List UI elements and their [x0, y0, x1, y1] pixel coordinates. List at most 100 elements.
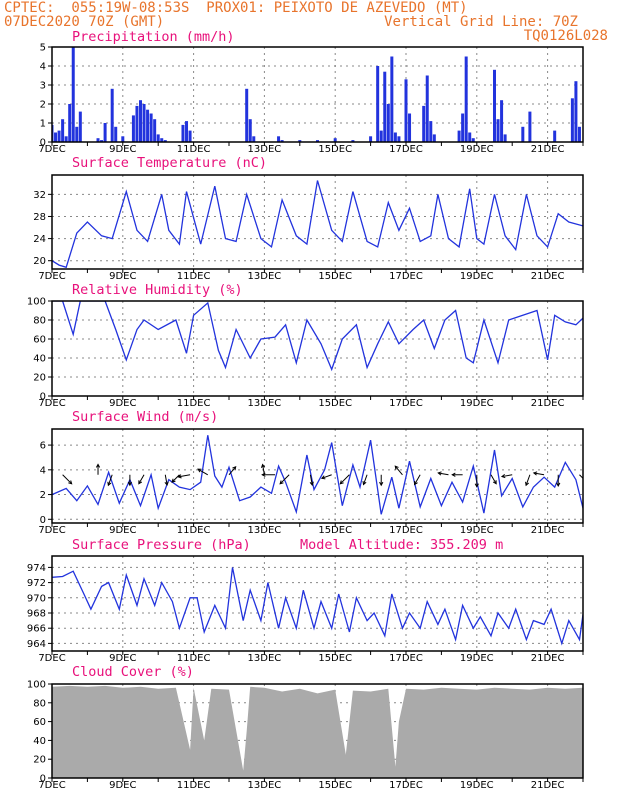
panel-4: 7DEC 9DEC 11DEC 13DEC 15DEC 17DEC 19DEC 21DEC 96…	[27, 555, 584, 664]
panel-5: 7DEC 9DEC 11DEC 13DEC 15DEC 17DEC 19DEC 21DEC 0 2…	[27, 680, 584, 791]
wind-arrow-shaft	[178, 474, 191, 478]
wind-arrow-shaft	[138, 474, 145, 485]
precip-bar	[351, 140, 355, 142]
x-tick-label: 11DEC	[177, 144, 211, 155]
panel-frame	[51, 555, 584, 652]
wind-arrow-shaft	[171, 474, 180, 483]
x-tick-label: 9DEC	[109, 398, 136, 409]
x-tick-label: 7DEC	[38, 271, 65, 282]
precip-bar	[457, 130, 461, 142]
x-tick-label: 7DEC	[38, 398, 65, 409]
y-tick-label: 40	[33, 354, 46, 365]
y-tick-label: 968	[27, 609, 46, 620]
precip-bar	[149, 113, 153, 142]
precip-bar	[156, 134, 160, 142]
wind-arrow	[451, 472, 463, 477]
x-tick-label: 13DEC	[248, 653, 282, 664]
wind-arrow-head	[556, 482, 561, 488]
y-tick-label: 100	[27, 297, 46, 308]
precip-bar	[553, 130, 557, 142]
precip-bar	[110, 88, 114, 142]
cloud-title: Cloud Cover (%)	[72, 664, 194, 680]
x-tick-label: 11DEC	[177, 398, 211, 409]
precip-bar	[64, 136, 68, 142]
wind-arrow-head	[451, 472, 456, 477]
precip-bar	[393, 132, 397, 142]
x-tick-label: 21DEC	[531, 144, 565, 155]
precip-bar	[163, 140, 167, 142]
panel-1: 7DEC 9DEC 11DEC 13DEC 15DEC 17DEC 19DEC 21DEC 20…	[33, 174, 584, 282]
x-tick-label: 19DEC	[460, 780, 494, 791]
wind-arrow	[500, 473, 513, 479]
wind-arrow	[127, 474, 132, 487]
x-tick-label: 21DEC	[531, 653, 565, 664]
wind-arrow-head	[127, 481, 132, 487]
y-tick-label: 80	[33, 316, 46, 327]
wind-arrow	[261, 472, 276, 477]
y-tick-label: 60	[33, 335, 46, 346]
precip-bar	[379, 130, 383, 142]
x-tick-label: 11DEC	[177, 271, 211, 282]
x-tick-label: 11DEC	[177, 525, 211, 536]
wind-arrow	[62, 474, 73, 485]
y-tick-label: 964	[27, 639, 46, 650]
wind-arrow-shaft	[363, 474, 368, 485]
precip-bar	[432, 134, 436, 142]
wind-arrow	[228, 465, 237, 476]
x-tick-label: 21DEC	[531, 525, 565, 536]
precip-bar	[461, 113, 465, 142]
x-tick-label: 21DEC	[531, 398, 565, 409]
wind-arrow-shaft	[414, 474, 421, 485]
x-tick-label: 15DEC	[318, 525, 352, 536]
wind-arrow-head	[309, 481, 314, 487]
wind-arrow-head	[532, 471, 538, 476]
panel-frame	[51, 174, 584, 270]
x-tick-label: 17DEC	[389, 144, 423, 155]
x-tick-label: 15DEC	[318, 780, 352, 791]
precip-bar	[153, 119, 157, 142]
wind-title: Surface Wind (m/s)	[72, 409, 219, 425]
wind-arrow-shaft	[197, 468, 209, 476]
x-tick-label: 9DEC	[109, 271, 136, 282]
precip-bar	[248, 119, 252, 142]
y-tick-label: 1	[40, 119, 46, 130]
precip-bar	[139, 100, 142, 142]
precip-bar	[57, 130, 61, 142]
y-tick-label: 5	[40, 43, 46, 54]
wind-arrow	[261, 463, 266, 475]
plot-area-0	[52, 47, 581, 142]
wind-arrow-head	[394, 465, 399, 470]
y-tick-label: 970	[27, 593, 46, 604]
precip-bar	[386, 104, 390, 142]
wind-arrow	[414, 474, 421, 486]
y-tick-label: 2	[40, 490, 46, 501]
precip-bar	[408, 113, 412, 142]
wind-arrow-shaft	[279, 474, 290, 485]
precip-bar	[390, 56, 394, 142]
precip-bar	[277, 136, 281, 142]
wind-arrow-shaft	[501, 474, 513, 478]
y-tick-label: 3	[40, 81, 46, 92]
wind-arrow-shaft	[579, 474, 583, 480]
precip-bar	[369, 136, 373, 142]
x-tick-label: 13DEC	[248, 398, 282, 409]
plot-area-4	[52, 567, 583, 646]
precip-bar	[397, 136, 401, 142]
wind-arrow	[107, 474, 113, 487]
wind-arrow	[379, 474, 384, 487]
wind-arrow-head	[164, 481, 169, 487]
plot-area-5	[52, 685, 583, 778]
y-tick-label: 0	[40, 515, 46, 526]
wind-arrow-shaft	[164, 474, 168, 486]
y-tick-label: 32	[33, 190, 46, 201]
wind-arrow-shaft	[262, 464, 265, 475]
precip-bar	[471, 138, 475, 142]
precip-bar	[135, 105, 139, 142]
wind-arrow-head	[232, 465, 237, 471]
precip-bar	[376, 66, 380, 142]
plot-area-2	[52, 301, 583, 372]
wind-arrow-head	[583, 479, 586, 482]
wind-arrow	[579, 474, 586, 482]
wind-arrow	[95, 463, 101, 475]
wind-arrow-shaft	[309, 474, 313, 486]
